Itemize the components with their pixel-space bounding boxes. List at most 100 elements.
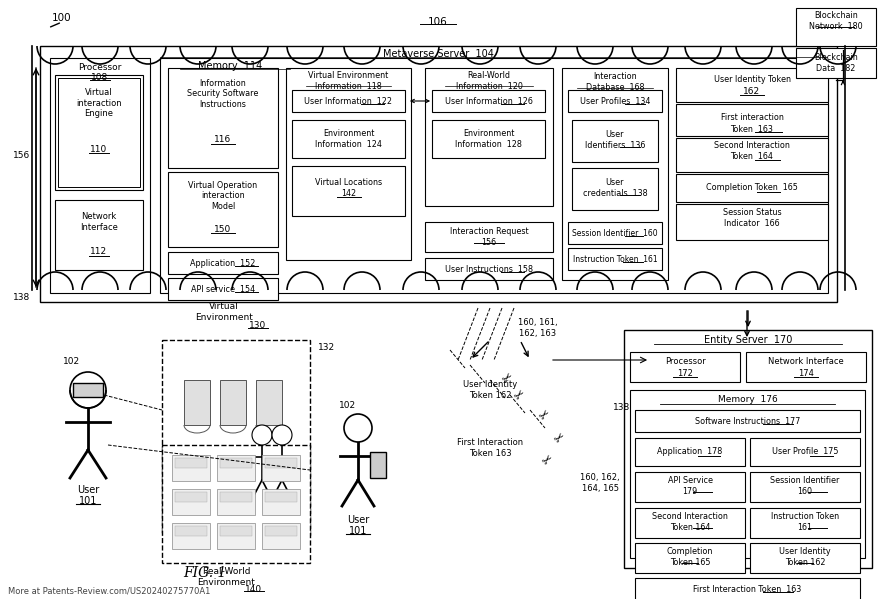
Bar — [676, 174, 828, 202]
Text: 138: 138 — [13, 294, 31, 302]
Bar — [286, 68, 411, 260]
Bar — [676, 204, 828, 240]
Text: Network Interface: Network Interface — [768, 358, 844, 367]
Text: Network
Interface: Network Interface — [80, 212, 118, 232]
Circle shape — [403, 272, 439, 308]
Bar — [175, 526, 207, 536]
Text: User
Identifiers  136: User Identifiers 136 — [585, 131, 645, 150]
Text: First interaction: First interaction — [721, 113, 783, 122]
Text: Completion
Token 165: Completion Token 165 — [667, 547, 713, 567]
Bar — [184, 380, 210, 425]
Bar — [262, 523, 300, 549]
Text: Real-World
Environment: Real-World Environment — [197, 567, 255, 586]
Circle shape — [462, 272, 498, 308]
Circle shape — [462, 28, 498, 64]
Text: 101: 101 — [79, 496, 97, 506]
Bar — [162, 445, 310, 563]
Bar — [55, 200, 143, 270]
Circle shape — [37, 272, 73, 308]
Bar — [262, 455, 300, 481]
Bar — [746, 352, 866, 382]
Text: Virtual
interaction
Engine: Virtual interaction Engine — [77, 88, 121, 118]
Text: User Information  122: User Information 122 — [304, 96, 392, 105]
Text: ✂: ✂ — [500, 370, 517, 386]
Circle shape — [180, 272, 216, 308]
Text: Environment
Information  124: Environment Information 124 — [315, 129, 382, 149]
Bar — [217, 455, 255, 481]
Circle shape — [632, 272, 668, 308]
Text: 162: 162 — [744, 87, 760, 96]
Bar — [370, 452, 386, 478]
Text: FIG. 1: FIG. 1 — [183, 566, 227, 580]
Text: Session Identifier  160: Session Identifier 160 — [572, 228, 658, 237]
Bar — [635, 410, 860, 432]
Bar — [624, 330, 872, 568]
Bar — [175, 458, 207, 468]
Text: User Identity
Token 162: User Identity Token 162 — [463, 380, 517, 400]
Bar — [220, 492, 252, 502]
Bar — [55, 75, 143, 190]
Text: More at Patents-Review.com/US20240275770A1: More at Patents-Review.com/US20240275770… — [8, 586, 210, 595]
Text: ✂: ✂ — [539, 452, 556, 468]
Text: Blockchain
Network  180: Blockchain Network 180 — [810, 11, 862, 31]
Text: Completion Token  165: Completion Token 165 — [706, 183, 798, 192]
Circle shape — [272, 425, 292, 445]
Text: Processor: Processor — [664, 358, 706, 367]
Text: Application  152: Application 152 — [190, 259, 256, 268]
Text: 160, 162,
164, 165: 160, 162, 164, 165 — [580, 473, 620, 493]
Text: 110: 110 — [91, 144, 107, 153]
Text: 138: 138 — [613, 404, 631, 413]
Bar — [172, 523, 210, 549]
Text: 150: 150 — [215, 225, 231, 234]
Circle shape — [577, 28, 613, 64]
Bar — [635, 472, 745, 502]
Bar — [635, 508, 745, 538]
Bar — [265, 492, 297, 502]
Text: User Instructions  158: User Instructions 158 — [445, 265, 533, 274]
Text: Virtual Operation
interaction
Model: Virtual Operation interaction Model — [188, 181, 258, 211]
Bar — [432, 90, 545, 112]
Bar — [168, 278, 278, 300]
Bar — [425, 68, 553, 206]
Bar — [676, 138, 828, 172]
Bar — [58, 78, 140, 187]
Bar — [265, 458, 297, 468]
Bar — [175, 492, 207, 502]
Circle shape — [232, 28, 268, 64]
Circle shape — [180, 28, 216, 64]
Text: 100: 100 — [52, 13, 71, 23]
Bar — [292, 166, 405, 216]
Bar — [676, 68, 828, 102]
Text: User: User — [77, 485, 99, 495]
Circle shape — [287, 28, 323, 64]
Circle shape — [782, 28, 818, 64]
Text: ✂: ✂ — [552, 429, 568, 446]
Text: 132: 132 — [318, 343, 335, 352]
Text: Second Interaction
Token 164: Second Interaction Token 164 — [652, 512, 728, 532]
Circle shape — [232, 272, 268, 308]
Circle shape — [82, 272, 118, 308]
Circle shape — [520, 28, 556, 64]
Text: Instruction Token
161: Instruction Token 161 — [771, 512, 839, 532]
Text: 140: 140 — [246, 585, 262, 594]
Bar — [425, 222, 553, 252]
Bar — [220, 458, 252, 468]
Bar — [796, 8, 876, 46]
Bar — [172, 455, 210, 481]
Bar — [572, 120, 658, 162]
Bar — [750, 508, 860, 538]
Text: 101: 101 — [348, 526, 367, 536]
Bar — [50, 58, 150, 293]
Circle shape — [782, 272, 818, 308]
Circle shape — [820, 272, 856, 308]
Text: API Service
179: API Service 179 — [668, 476, 713, 496]
Circle shape — [37, 28, 73, 64]
Text: Blockchain
Data  182: Blockchain Data 182 — [814, 53, 858, 72]
Text: 106: 106 — [429, 17, 448, 27]
Text: 102: 102 — [340, 401, 356, 410]
Circle shape — [685, 28, 721, 64]
Bar — [568, 248, 662, 270]
Bar — [750, 543, 860, 573]
Bar — [265, 526, 297, 536]
Text: Second Interaction
Token  164: Second Interaction Token 164 — [714, 141, 790, 161]
